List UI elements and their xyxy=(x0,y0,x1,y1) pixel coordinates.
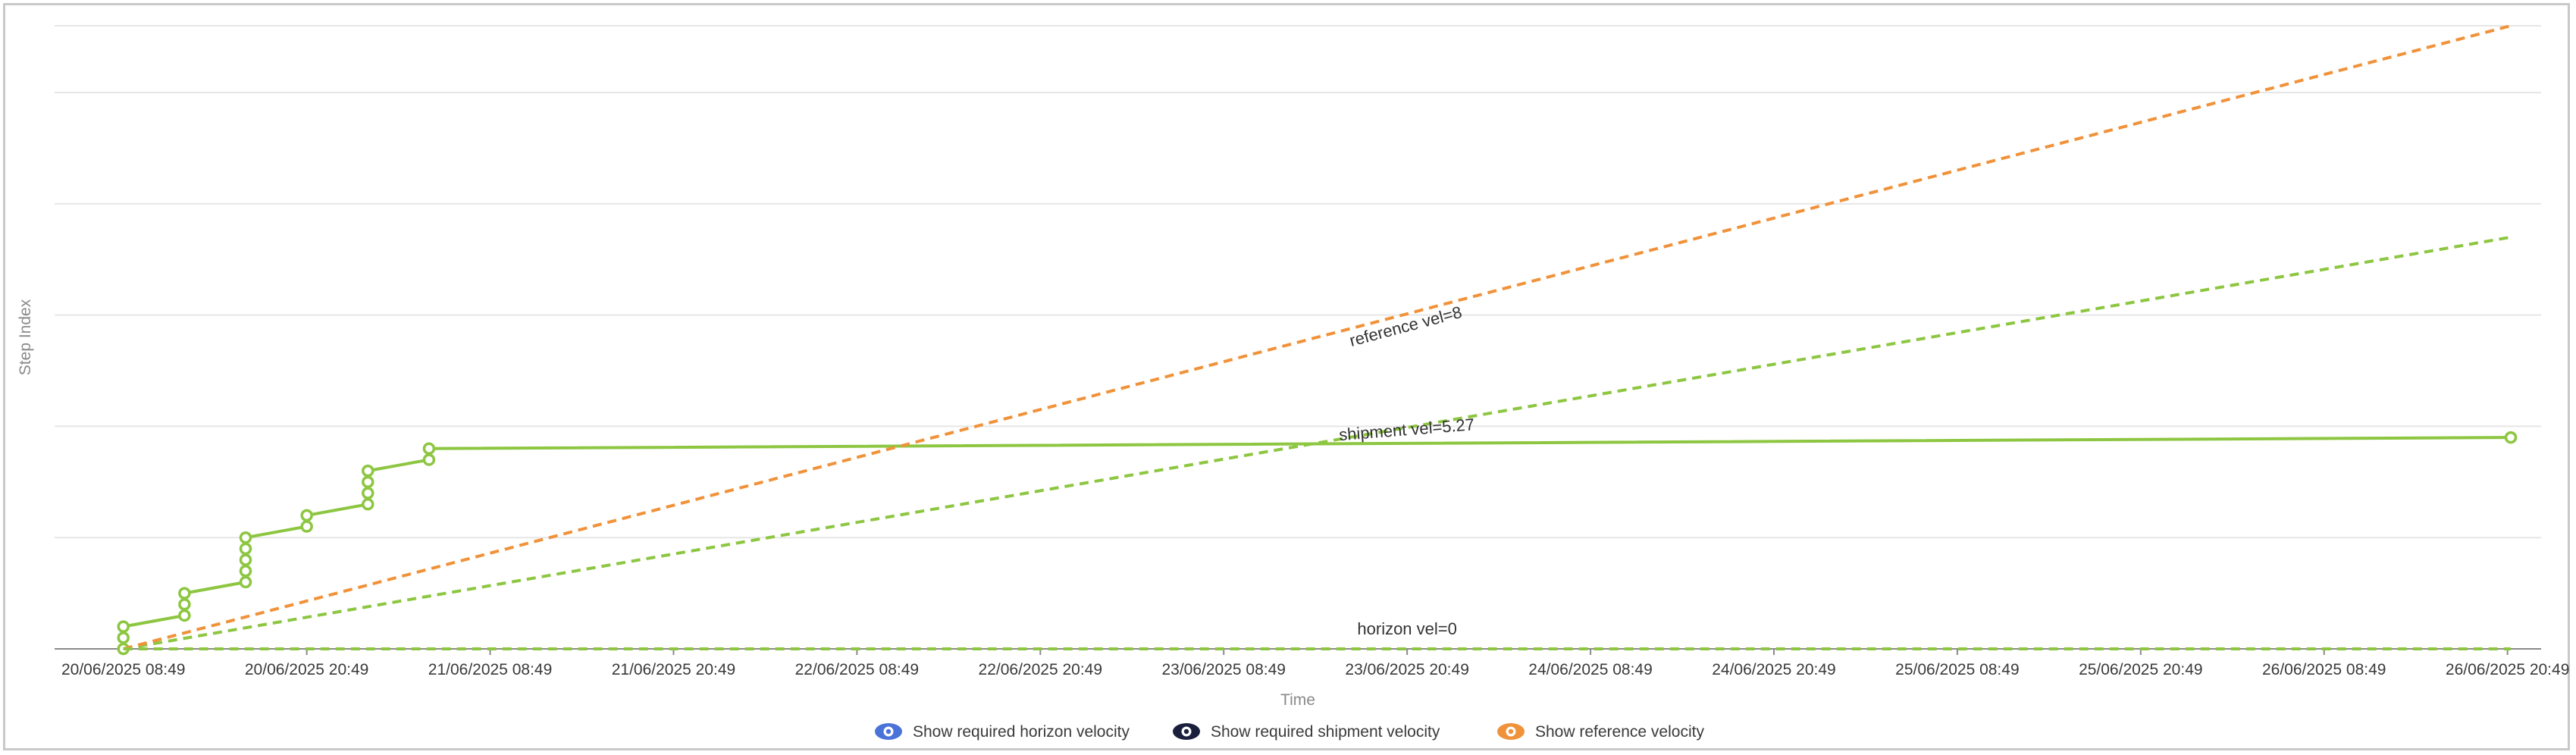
x-tick-labels: 20/06/2025 08:49 20/06/2025 20:49 21/06/20… xyxy=(61,649,2569,678)
series-group xyxy=(117,24,2518,656)
data-point xyxy=(117,620,130,633)
data-point xyxy=(239,575,252,589)
line-annotation: reference vel=8 xyxy=(1347,302,1464,350)
line-annotation: shipment vel=5.27 xyxy=(1338,415,1475,444)
x-axis-title: Time xyxy=(1280,691,1315,709)
eye-icon-pupil xyxy=(885,728,892,735)
eye-icon-pupil xyxy=(1508,728,1514,735)
data-point xyxy=(300,520,313,533)
y-axis-title: Step Index xyxy=(17,299,34,375)
data-point xyxy=(178,609,191,622)
gridlines xyxy=(55,25,2541,650)
legend-item-1[interactable]: Show required shipment velocity xyxy=(1173,723,1440,741)
eye-icon xyxy=(1497,723,1525,740)
data-point xyxy=(362,475,374,489)
legend: Show required horizon velocity Show requi… xyxy=(875,723,1704,741)
series-line-0 xyxy=(121,436,2512,649)
x-tick-label: 22/06/2025 08:49 xyxy=(795,661,920,678)
x-tick-label: 22/06/2025 20:49 xyxy=(979,661,1103,678)
series-line-1 xyxy=(123,235,2512,650)
x-tick-label: 20/06/2025 20:49 xyxy=(245,661,369,678)
eye-icon xyxy=(1173,723,1200,740)
data-point xyxy=(178,587,191,600)
data-point xyxy=(362,497,374,511)
legend-item-0[interactable]: Show required horizon velocity xyxy=(875,723,1130,741)
x-tick-label: 23/06/2025 20:49 xyxy=(1345,661,1469,678)
x-tick-label: 20/06/2025 08:49 xyxy=(61,661,186,678)
data-point xyxy=(422,453,436,466)
eye-icon xyxy=(875,723,902,740)
series-line-2 xyxy=(123,24,2512,650)
legend-label: Show required horizon velocity xyxy=(913,723,1130,741)
data-point xyxy=(178,598,191,611)
x-tick-label: 26/06/2025 20:49 xyxy=(2446,661,2570,678)
x-tick-label: 24/06/2025 20:49 xyxy=(1712,661,1836,678)
data-point xyxy=(239,553,252,566)
x-tick-label: 21/06/2025 20:49 xyxy=(612,661,736,678)
data-point xyxy=(117,631,130,644)
data-point xyxy=(2504,431,2518,444)
line-annotation: horizon vel=0 xyxy=(1357,619,1456,638)
data-point xyxy=(362,487,374,500)
data-point xyxy=(362,464,374,478)
data-point xyxy=(239,565,252,578)
x-tick-label: 26/06/2025 08:49 xyxy=(2262,661,2386,678)
legend-label: Show reference velocity xyxy=(1535,723,1704,741)
x-tick-label: 21/06/2025 08:49 xyxy=(428,661,553,678)
eye-icon-pupil xyxy=(1183,728,1189,735)
x-tick-label: 23/06/2025 08:49 xyxy=(1161,661,1286,678)
data-point xyxy=(422,442,436,456)
x-tick-label: 24/06/2025 08:49 xyxy=(1528,661,1653,678)
data-point xyxy=(239,542,252,556)
chart-frame xyxy=(3,3,2570,750)
legend-item-2[interactable]: Show reference velocity xyxy=(1497,723,1704,741)
data-point xyxy=(239,531,252,544)
x-tick-label: 25/06/2025 08:49 xyxy=(1895,661,2020,678)
annotations: reference vel=8 shipment vel=5.27 horizon … xyxy=(1338,302,1475,638)
data-point xyxy=(300,509,313,522)
legend-label: Show required shipment velocity xyxy=(1211,723,1440,741)
x-tick-label: 25/06/2025 20:49 xyxy=(2079,661,2203,678)
